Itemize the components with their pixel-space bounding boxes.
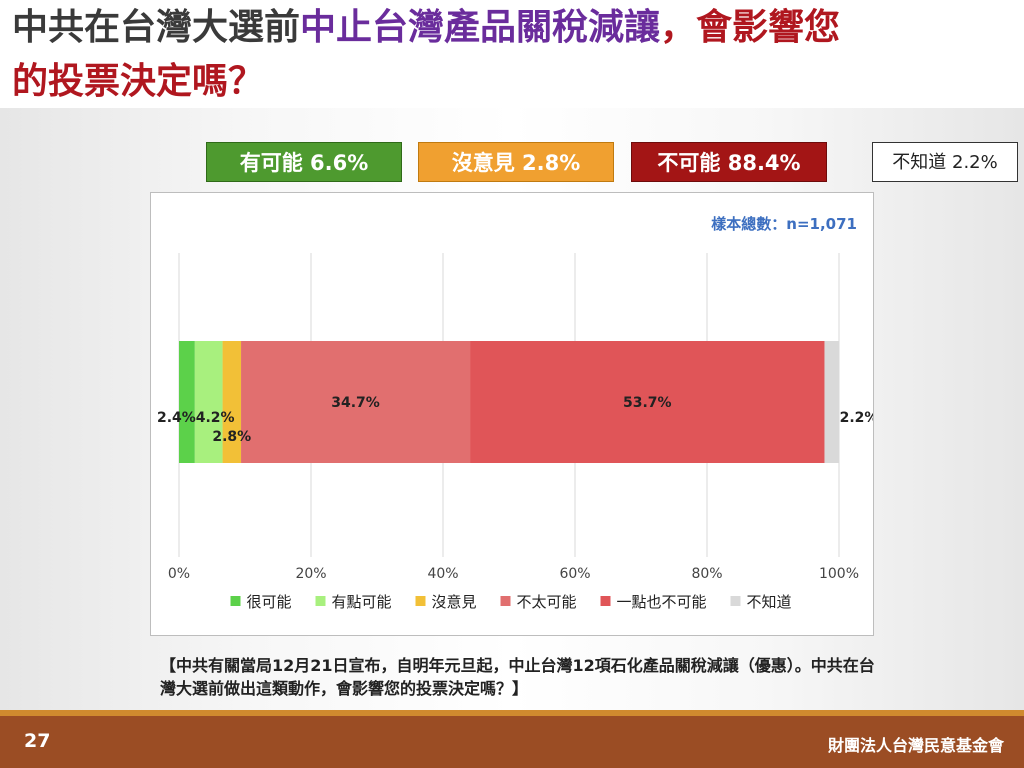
data-label: 34.7%	[331, 395, 380, 411]
legend-label: 很可能	[247, 593, 292, 611]
data-label: 53.7%	[623, 395, 672, 411]
title-area: 中共在台灣大選前中止台灣產品關稅減讓，會影響您 的投票決定嗎？	[0, 0, 1024, 108]
stacked-bar-chart: 0% 20% 40% 60% 80% 100% 2.4% 4.2% 2.8% 34.7% 53.7%…	[157, 253, 873, 611]
organization-name: 財團法人台灣民意基金會	[827, 736, 1004, 755]
data-label: 2.2%	[840, 410, 873, 426]
title-part-1: 中共在台灣大選前	[12, 7, 301, 48]
title-part-2: 中止台灣產品關稅減讓	[300, 7, 661, 48]
summary-not-possible: 不可能 88.4%	[631, 142, 827, 182]
legend-label: 不太可能	[517, 593, 577, 611]
legend-label: 不知道	[747, 593, 792, 611]
slide-title: 中共在台灣大選前中止台灣產品關稅減讓，會影響您	[12, 6, 840, 50]
footer-accent-line	[0, 710, 1024, 716]
x-tick-label: 0%	[168, 566, 190, 582]
legend-swatch	[230, 596, 241, 606]
summary-possible: 有可能 6.6%	[206, 142, 402, 182]
legend-label: 一點也不可能	[617, 593, 707, 611]
data-label: 2.8%	[212, 429, 251, 445]
question-text: 【中共有關當局12月21日宣布，自明年元旦起，中止台灣12項石化產品關稅減讓（優…	[160, 656, 875, 698]
sample-size-note: 樣本總數：n=1,071	[711, 215, 857, 233]
chart-panel: 樣本總數：n=1,071 0% 20% 40% 60% 80% 100% 2.4% 4.2% 2…	[150, 192, 874, 636]
data-label: 4.2%	[196, 410, 235, 426]
bar-segment	[179, 341, 195, 463]
x-tick-label: 80%	[691, 566, 722, 582]
bar-segment	[222, 341, 242, 463]
legend-swatch	[730, 596, 741, 606]
bar-segment	[241, 341, 471, 463]
page-number: 27	[24, 730, 51, 752]
summary-no-opinion: 沒意見 2.8%	[418, 142, 614, 182]
bar-segment	[824, 341, 839, 463]
title-part-3: ，會影響您	[660, 7, 841, 48]
footer-bar: 27 財團法人台灣民意基金會	[0, 716, 1024, 768]
legend-label: 沒意見	[432, 593, 477, 611]
title-line-2: 的投票決定嗎？	[12, 61, 265, 102]
data-label: 2.4%	[157, 410, 196, 426]
bar-segment	[194, 341, 223, 463]
summary-dont-know: 不知道 2.2%	[872, 142, 1018, 182]
legend-swatch	[600, 596, 611, 606]
legend-label: 有點可能	[332, 593, 392, 611]
x-tick-label: 60%	[559, 566, 590, 582]
legend-swatch	[500, 596, 511, 606]
x-tick-label: 40%	[427, 566, 458, 582]
legend-swatch	[415, 596, 426, 606]
x-tick-label: 100%	[819, 566, 859, 582]
x-tick-label: 20%	[295, 566, 326, 582]
legend-swatch	[315, 596, 326, 606]
bar-segment	[470, 341, 825, 463]
